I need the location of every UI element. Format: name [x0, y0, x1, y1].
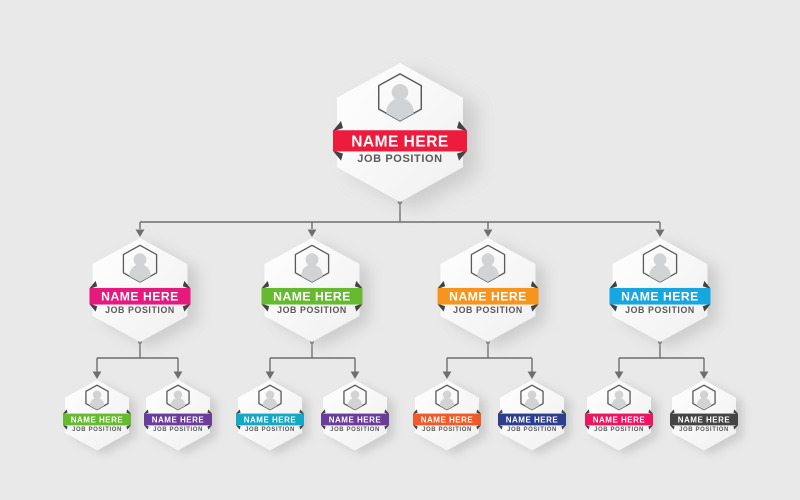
svg-text:NAME HERE: NAME HERE: [244, 415, 297, 424]
svg-text:JOB POSITION: JOB POSITION: [422, 427, 472, 433]
svg-text:JOB POSITION: JOB POSITION: [277, 305, 347, 315]
svg-text:NAME HERE: NAME HERE: [329, 415, 382, 424]
svg-text:NAME HERE: NAME HERE: [152, 415, 205, 424]
svg-text:NAME HERE: NAME HERE: [621, 290, 699, 304]
svg-text:JOB POSITION: JOB POSITION: [507, 427, 557, 433]
svg-text:NAME HERE: NAME HERE: [506, 415, 559, 424]
svg-text:JOB POSITION: JOB POSITION: [625, 305, 695, 315]
svg-text:NAME HERE: NAME HERE: [351, 133, 449, 150]
svg-text:JOB POSITION: JOB POSITION: [245, 427, 295, 433]
svg-text:JOB POSITION: JOB POSITION: [357, 153, 442, 165]
svg-text:JOB POSITION: JOB POSITION: [453, 305, 523, 315]
svg-text:JOB POSITION: JOB POSITION: [594, 427, 644, 433]
svg-text:NAME HERE: NAME HERE: [273, 290, 351, 304]
svg-text:JOB POSITION: JOB POSITION: [330, 427, 380, 433]
svg-text:NAME HERE: NAME HERE: [678, 415, 731, 424]
svg-text:JOB POSITION: JOB POSITION: [679, 427, 729, 433]
svg-text:NAME HERE: NAME HERE: [71, 415, 124, 424]
svg-text:NAME HERE: NAME HERE: [101, 290, 179, 304]
svg-text:NAME HERE: NAME HERE: [593, 415, 646, 424]
svg-text:NAME HERE: NAME HERE: [421, 415, 474, 424]
svg-text:JOB POSITION: JOB POSITION: [153, 427, 203, 433]
svg-text:JOB POSITION: JOB POSITION: [72, 427, 122, 433]
svg-text:JOB POSITION: JOB POSITION: [105, 305, 175, 315]
svg-text:NAME HERE: NAME HERE: [449, 290, 527, 304]
